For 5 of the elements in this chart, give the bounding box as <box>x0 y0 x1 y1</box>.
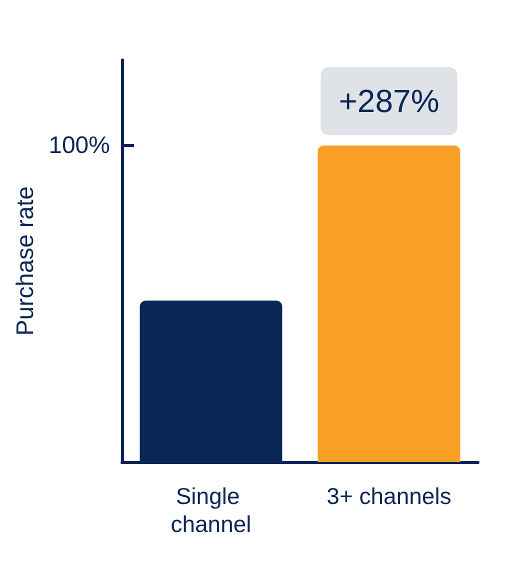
text: +287% <box>338 83 440 120</box>
x-tick-label: Single channel <box>170 483 252 537</box>
text: 100% <box>48 132 110 159</box>
x-tick-label: 3+ channels <box>326 483 452 509</box>
y-axis-title: Purchase rate <box>12 186 40 336</box>
